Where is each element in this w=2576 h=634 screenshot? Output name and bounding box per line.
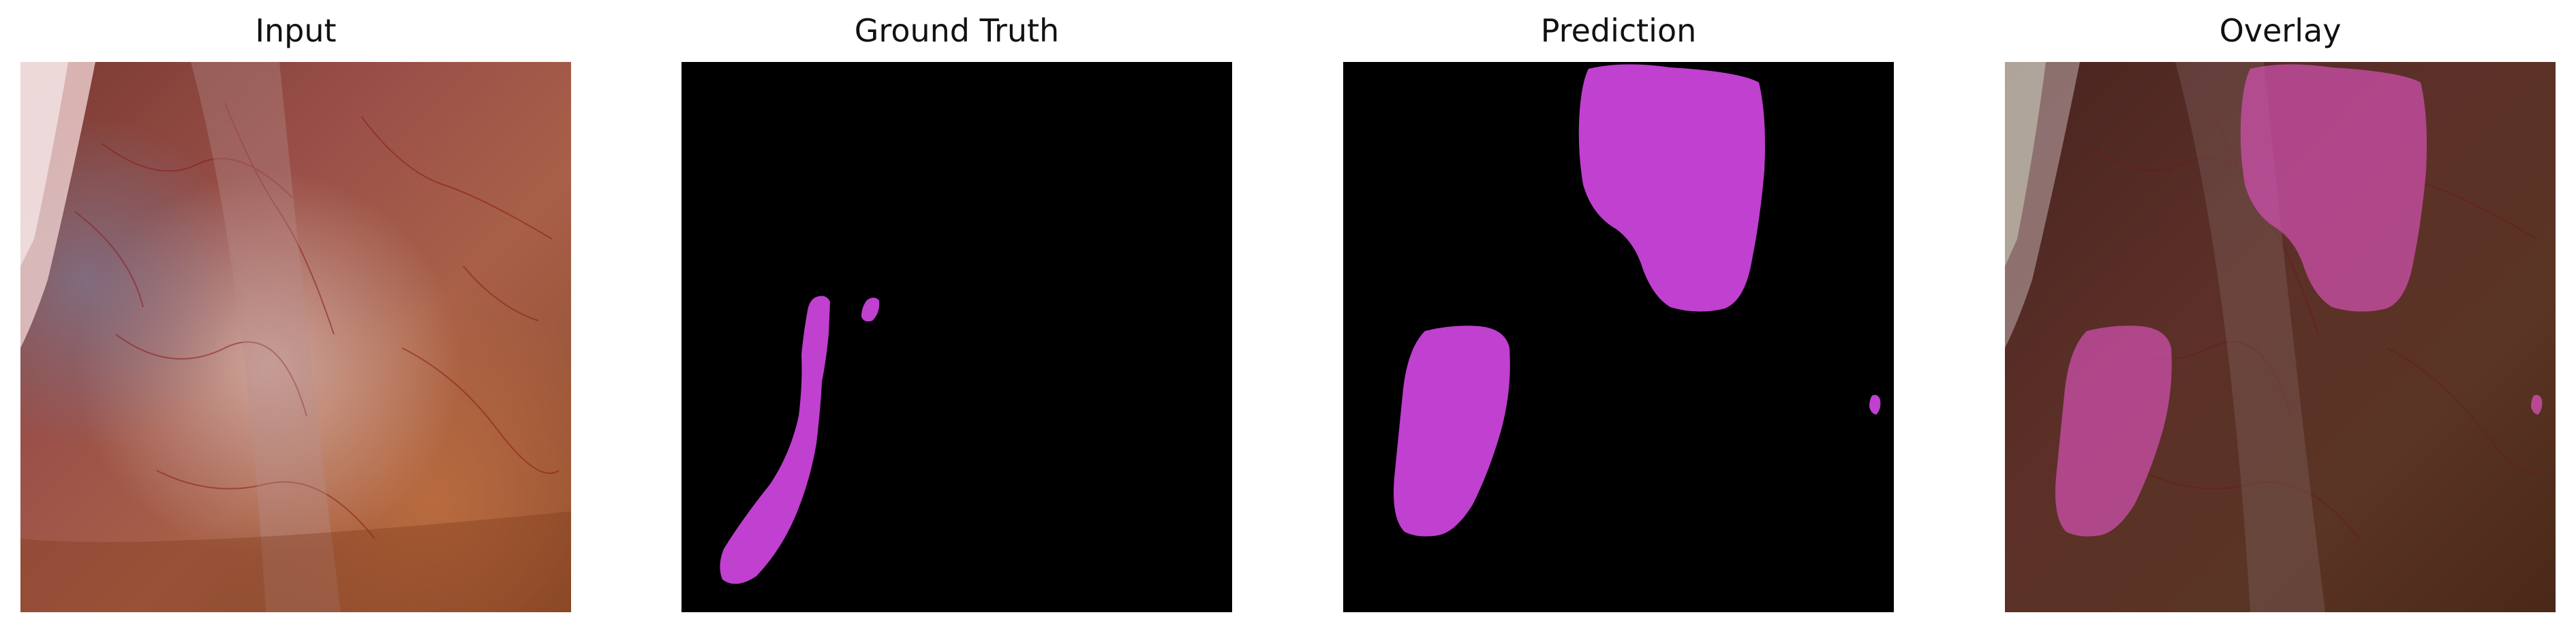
panel-title-prediction: Prediction	[1540, 12, 1697, 49]
pred-mask-region-left	[1394, 326, 1510, 537]
pred-mask-region-top	[1578, 64, 1765, 312]
overlay-mask-region-speck	[2531, 394, 2543, 415]
panel-title-input: Input	[255, 12, 337, 49]
overlay-mask-region-left	[2055, 326, 2172, 537]
panel-prediction: Prediction	[1343, 0, 1894, 634]
gt-mask-region-small	[861, 298, 880, 322]
ground-truth-mask	[681, 62, 1232, 612]
gt-mask-region-long	[720, 296, 830, 584]
input-image	[20, 62, 571, 612]
prediction-mask	[1343, 62, 1894, 612]
panel-input: Input	[20, 0, 571, 634]
panel-title-overlay: Overlay	[2219, 12, 2342, 49]
panel-ground-truth: Ground Truth	[681, 0, 1232, 634]
overlay-mask-region-top	[2240, 64, 2427, 312]
panel-overlay: Overlay	[2005, 0, 2556, 634]
panel-title-ground-truth: Ground Truth	[854, 12, 1060, 49]
overlay-image	[2005, 62, 2556, 612]
pred-mask-region-speck	[1869, 394, 1881, 415]
